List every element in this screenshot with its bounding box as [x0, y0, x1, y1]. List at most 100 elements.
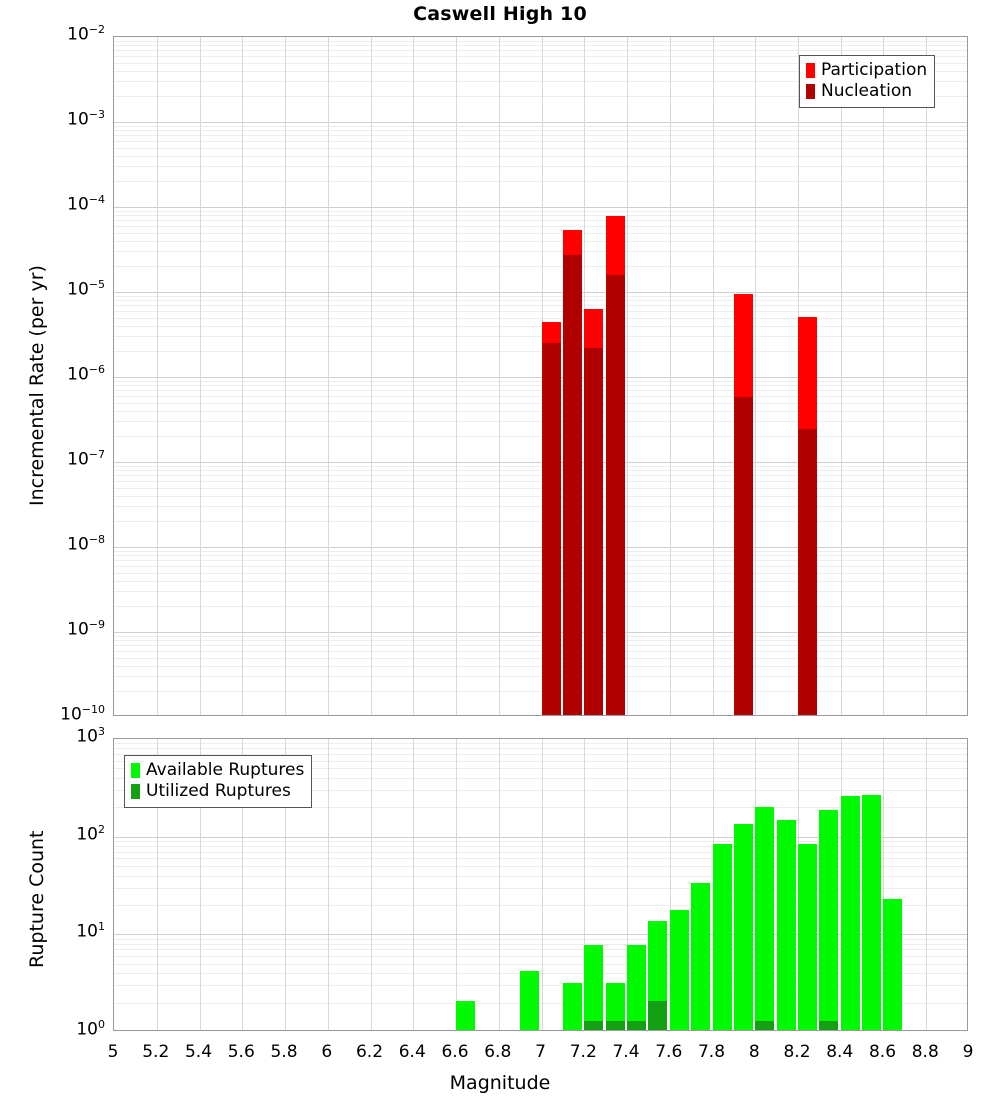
gridline-minor [114, 233, 967, 234]
gridline-minor [114, 403, 967, 404]
available-segment [777, 820, 796, 1030]
available-segment [606, 983, 625, 1030]
rupture-count-bar [755, 739, 774, 1030]
gridline-minor [114, 560, 967, 561]
rupture-count-bar [883, 739, 902, 1030]
gridline-minor [114, 396, 967, 397]
rupture-count-bar [627, 739, 646, 1030]
gridline-minor [114, 761, 967, 762]
bottom-legend: Available Ruptures Utilized Ruptures [124, 755, 313, 808]
x-tick-label: 6.2 [355, 1042, 384, 1062]
gridline-vertical [926, 37, 927, 715]
gridline-minor [114, 496, 967, 497]
gridline-minor [114, 220, 967, 221]
gridline-minor [114, 768, 967, 769]
x-tick-label: 7.2 [569, 1042, 597, 1062]
gridline-minor [114, 251, 967, 252]
top-gridlines [114, 37, 967, 715]
legend-swatch-icon [131, 784, 140, 799]
gridline-major [114, 377, 967, 378]
gridline-vertical [499, 37, 500, 715]
rupture-count-bar [713, 739, 732, 1030]
nucleation-segment [734, 397, 753, 715]
gridline-minor [114, 852, 967, 853]
gridline-vertical [285, 37, 286, 715]
rupture-count-bar [606, 739, 625, 1030]
available-segment [734, 824, 753, 1030]
rupture-count-bar [691, 739, 710, 1030]
y-tick-label: 10−8 [67, 533, 105, 555]
top-y-axis-label: Incremental Rate (per yr) [26, 265, 48, 506]
gridline-minor [114, 470, 967, 471]
gridline-minor [114, 778, 967, 779]
available-segment [798, 844, 817, 1030]
gridline-minor [114, 336, 967, 337]
participation-segment [798, 317, 817, 429]
gridline-vertical [200, 739, 201, 1030]
gridline-minor [114, 326, 967, 327]
gridline-minor [114, 50, 967, 51]
rate-bar [798, 37, 817, 715]
rate-bar [563, 37, 582, 715]
gridline-minor [114, 939, 967, 940]
gridline-minor [114, 743, 967, 744]
rupture-count-bar [520, 739, 539, 1030]
rupture-count-bar [819, 739, 838, 1030]
x-tick-label: 7.4 [612, 1042, 640, 1062]
x-tick-label: 7 [535, 1042, 546, 1062]
gridline-minor [114, 385, 967, 386]
gridline-minor [114, 41, 967, 42]
available-segment [755, 807, 774, 1030]
gridline-minor [114, 135, 967, 136]
gridline-vertical [926, 739, 927, 1030]
gridline-minor [114, 63, 967, 64]
x-tick-label: 8 [748, 1042, 760, 1062]
gridline-minor [114, 964, 967, 965]
available-segment [627, 945, 646, 1030]
gridline-minor [114, 591, 967, 592]
available-segment [563, 983, 582, 1030]
gridline-minor [114, 215, 967, 216]
gridline-minor [114, 300, 967, 301]
gridline-minor [114, 949, 967, 950]
x-tick-label: 6 [321, 1042, 333, 1062]
top-legend: Participation Nucleation [799, 55, 936, 108]
gridline-minor [114, 888, 967, 889]
gridline-vertical [883, 739, 884, 1030]
utilized-segment [584, 1021, 603, 1030]
x-tick-label: 8.4 [826, 1042, 854, 1062]
gridline-minor [114, 318, 967, 319]
x-axis-label: Magnitude [449, 1072, 551, 1094]
x-tick-label: 8.6 [868, 1042, 897, 1062]
gridline-minor [114, 241, 967, 242]
gridline-vertical [883, 37, 884, 715]
available-segment [819, 810, 838, 1030]
rupture-count-bar [563, 739, 582, 1030]
gridline-minor [114, 506, 967, 507]
legend-item: Participation [806, 60, 927, 81]
gridline-minor [114, 305, 967, 306]
y-tick-label: 10−7 [67, 448, 105, 470]
rupture-count-bar [841, 739, 860, 1030]
legend-label: Utilized Ruptures [146, 781, 291, 801]
gridline-vertical [413, 37, 414, 715]
gridline-minor [114, 521, 967, 522]
x-tick-label: 5.2 [142, 1042, 170, 1062]
rupture-count-bar [734, 739, 753, 1030]
x-tick-label: 5 [107, 1042, 119, 1062]
gridline-vertical [157, 739, 158, 1030]
gridline-minor [114, 351, 967, 352]
utilized-segment [606, 1021, 625, 1030]
incremental-rate-plot [113, 36, 968, 716]
gridline-vertical [242, 37, 243, 715]
gridline-minor [114, 1003, 967, 1004]
participation-segment [563, 230, 582, 255]
gridline-minor [114, 866, 967, 867]
gridline-minor [114, 555, 967, 556]
gridline-minor [114, 211, 967, 212]
gridline-minor [114, 841, 967, 842]
gridline-major [114, 122, 967, 123]
available-segment [713, 844, 732, 1030]
utilized-segment [755, 1021, 774, 1030]
gridline-vertical [670, 739, 671, 1030]
